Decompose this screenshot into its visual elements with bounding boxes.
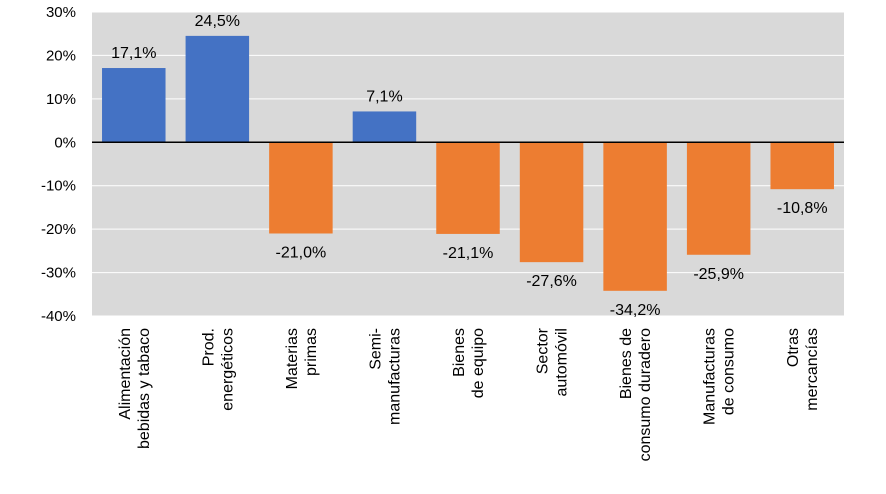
category-label-line: Prod. [200,328,217,366]
y-axis-tick-labels: 30% 20% 10% 0% -10% -20% -30% -40% [41,4,76,325]
category-label-line: Materias [284,328,301,389]
category-label: Alimentación bebidas y tabaco [117,328,153,449]
category-label: Semi-manufacturas [367,328,403,425]
bar [185,35,250,143]
data-label: 24,5% [195,13,240,30]
category-label: Bienes de consumo duradero [618,328,654,462]
category-label-line: de equipo [470,328,487,398]
category-label: Bienes de equipo [451,328,487,398]
data-label: 17,1% [111,45,156,62]
category-label: Prod. energéticos [200,328,236,411]
category-label-line: mercancías [804,328,821,411]
category-label-line: de consumo [721,328,738,415]
category-label: Sector automóvil [535,327,571,396]
y-tick-label: -40% [41,308,76,325]
bar [269,142,333,234]
bar [603,142,667,291]
y-tick-label: 20% [46,47,76,64]
category-label-line: consumo duradero [637,328,654,462]
data-label: -21,1% [443,245,494,262]
bar [102,68,166,143]
category-label-line: primas [303,328,320,376]
category-label-line: Bienes de [618,328,635,399]
y-tick-label: -20% [41,221,76,238]
data-label: -25,9% [693,266,744,283]
category-label-line: Semi- [367,328,384,370]
category-label: Manufacturas de consumo [702,328,738,425]
data-labels: 17,1% 24,5% -21,0% 7,1% -21,1% -27,6% -34,2% -2… [111,13,827,319]
category-label-line: Bienes [451,328,468,377]
bar [436,142,500,234]
data-label: -34,2% [610,302,661,319]
bar [519,142,584,263]
category-label-line: energéticos [219,328,236,411]
category-label: Otras mercancías [785,328,821,411]
data-label: -10,8% [777,200,828,217]
category-label-line: Sector [535,327,552,374]
y-tick-label: 30% [46,4,76,21]
y-tick-label: -10% [41,178,76,195]
category-label: Materias primas [284,328,320,389]
category-label-line: manufacturas [386,328,403,425]
bars [102,35,834,291]
category-labels: Alimentación bebidas y tabaco Prod. energét… [117,327,821,461]
category-label-line: automóvil [554,328,571,396]
data-label: 7,1% [366,88,402,105]
y-tick-label: -30% [41,265,76,282]
bar [686,142,751,255]
y-tick-label: 10% [46,91,76,108]
category-label-line: Manufacturas [702,328,719,425]
bar [770,142,834,190]
bar [352,111,417,143]
data-label: -27,6% [526,273,577,290]
category-label-line: Alimentación [117,328,134,420]
category-label-line: Otras [785,328,802,367]
category-label-line: bebidas y tabaco [136,328,153,449]
data-label: -21,0% [276,244,327,261]
y-tick-label: 0% [54,134,76,151]
